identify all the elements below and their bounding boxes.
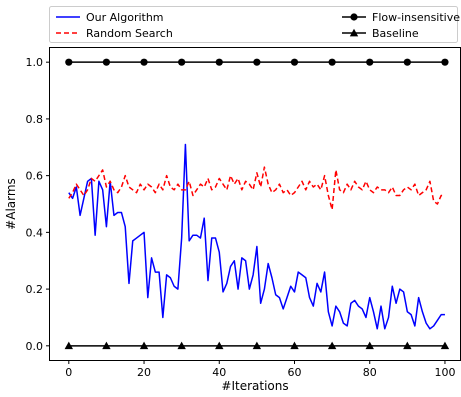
x-axis-ticks: 0 20 40 60 80 100 bbox=[65, 360, 455, 379]
data-point bbox=[290, 341, 299, 350]
plot-area: 0 20 40 60 80 100 0.0 0.2 0.4 0.6 0.8 1.0 bbox=[26, 47, 461, 379]
data-point bbox=[102, 341, 111, 350]
y-tick-label: 1.0 bbox=[26, 56, 44, 69]
y-axis-label: #Alarms bbox=[4, 178, 18, 230]
data-point bbox=[441, 58, 449, 66]
data-point bbox=[177, 341, 186, 350]
data-point bbox=[327, 341, 337, 350]
legend-entry-baseline: Baseline bbox=[342, 27, 419, 40]
data-point bbox=[139, 341, 149, 350]
y-tick-label: 0.0 bbox=[26, 340, 44, 353]
series-line-our-algorithm bbox=[68, 143, 445, 330]
x-tick-label: 80 bbox=[363, 366, 377, 379]
data-point bbox=[215, 58, 223, 66]
series-our-algorithm bbox=[68, 143, 445, 330]
data-point bbox=[178, 58, 186, 66]
x-axis-label: #Iterations bbox=[221, 379, 288, 393]
data-point bbox=[290, 58, 299, 66]
y-tick-label: 0.4 bbox=[26, 226, 44, 239]
legend-marker bbox=[349, 28, 359, 37]
x-tick-label: 40 bbox=[212, 366, 226, 379]
series-random-search bbox=[68, 166, 445, 211]
data-point bbox=[403, 341, 412, 350]
legend-items: Our Algorithm Random Search Flow-insensiti… bbox=[56, 11, 460, 40]
data-point bbox=[440, 341, 450, 350]
data-point bbox=[366, 58, 374, 66]
x-tick-label: 60 bbox=[287, 366, 301, 379]
data-point bbox=[65, 58, 73, 66]
legend-entry-random-search: Random Search bbox=[56, 27, 173, 40]
plot-frame bbox=[49, 47, 461, 361]
series-layer bbox=[64, 58, 450, 350]
x-tick-label: 20 bbox=[137, 366, 151, 379]
data-point bbox=[215, 341, 224, 350]
legend: Our Algorithm Random Search Flow-insensiti… bbox=[49, 6, 460, 43]
series-baseline bbox=[64, 341, 450, 350]
data-point bbox=[403, 58, 411, 66]
legend-marker bbox=[350, 13, 358, 21]
data-point bbox=[253, 58, 261, 66]
data-point bbox=[252, 341, 262, 350]
data-point bbox=[102, 58, 111, 66]
data-point bbox=[328, 58, 336, 66]
series-line-random-search bbox=[68, 166, 445, 211]
legend-entry-flow-insensitive: Flow-insensitive bbox=[342, 11, 460, 24]
data-point bbox=[365, 341, 374, 350]
legend-label: Flow-insensitive bbox=[372, 11, 460, 24]
y-tick-label: 0.2 bbox=[26, 283, 44, 296]
legend-entry-our-algorithm: Our Algorithm bbox=[56, 11, 164, 24]
x-tick-label: 0 bbox=[65, 366, 72, 379]
data-point bbox=[64, 341, 74, 350]
series-flow-insensitive bbox=[65, 58, 449, 66]
legend-label: Our Algorithm bbox=[86, 11, 164, 24]
y-axis-ticks: 0.0 0.2 0.4 0.6 0.8 1.0 bbox=[26, 56, 50, 353]
legend-label: Random Search bbox=[86, 27, 173, 40]
legend-label: Baseline bbox=[372, 27, 419, 40]
y-tick-label: 0.8 bbox=[26, 113, 44, 126]
y-tick-label: 0.6 bbox=[26, 170, 44, 183]
data-point bbox=[140, 58, 148, 66]
x-tick-label: 100 bbox=[434, 366, 455, 379]
